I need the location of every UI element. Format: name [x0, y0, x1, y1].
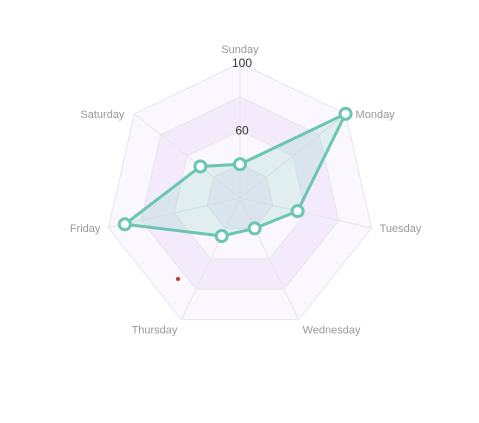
data-point-thursday[interactable] [214, 229, 229, 244]
data-point-monday[interactable] [338, 106, 353, 121]
spoke-thursday [180, 197, 241, 320]
radar-series [123, 112, 348, 238]
data-point-tuesday[interactable] [290, 204, 305, 219]
data-point-sunday[interactable] [233, 157, 247, 172]
category-label-tuesday: Tuesday [380, 223, 422, 235]
category-label-saturday: Saturday [80, 109, 125, 121]
spoke-monday [239, 113, 346, 199]
data-point-wednesday[interactable] [247, 221, 262, 236]
series-area-0 [123, 112, 348, 238]
category-label-friday: Friday [70, 223, 101, 235]
tick-label-60: 60 [235, 124, 249, 138]
category-label-thursday: Thursday [132, 325, 178, 337]
spoke-wednesday [239, 197, 300, 320]
data-point-saturday[interactable] [193, 159, 208, 174]
radar-points [117, 106, 353, 244]
category-label-wednesday: Wednesday [303, 325, 361, 337]
radial-tick-labels: 60 100 [232, 56, 252, 138]
tick-label-100: 100 [232, 56, 252, 70]
category-label-monday: Monday [356, 109, 396, 121]
spoke-tuesday [239, 197, 372, 229]
data-point-friday[interactable] [117, 217, 132, 232]
stray-marker [176, 277, 180, 281]
spoke-saturday [134, 113, 241, 199]
category-labels: Sunday Monday Tuesday Wednesday Thursday Frid… [70, 44, 422, 337]
category-label-sunday: Sunday [221, 44, 259, 56]
